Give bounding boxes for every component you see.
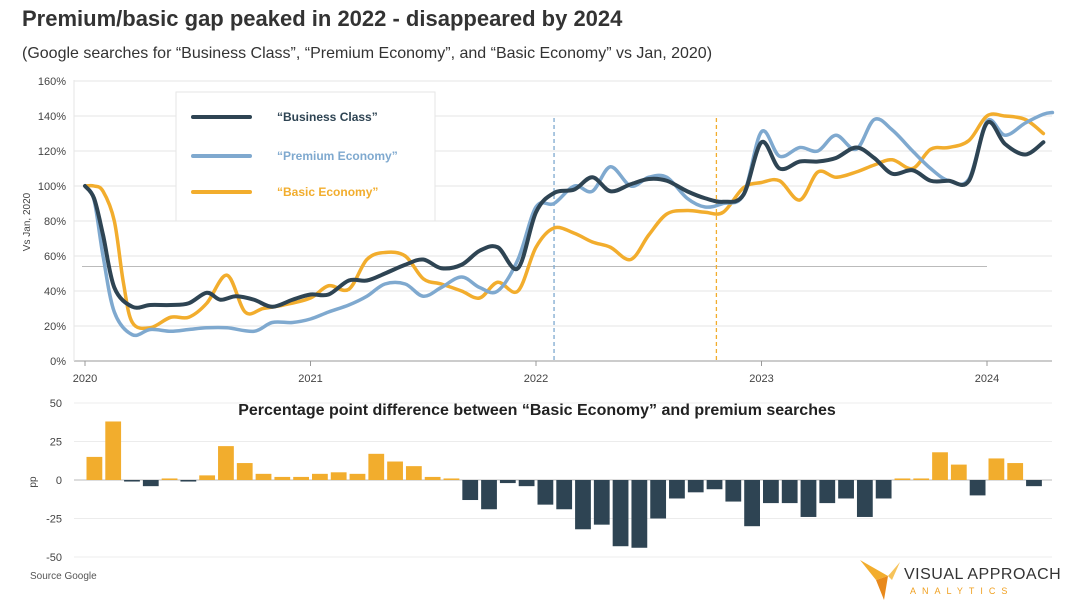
x-tick-label: 2023	[749, 373, 773, 385]
difference-bar	[462, 480, 479, 501]
legend-label-basic-economy: “Basic Economy”	[277, 185, 378, 199]
difference-bar	[218, 446, 234, 480]
y-axis-label: Vs Jan, 2020	[22, 192, 33, 251]
difference-bar	[424, 476, 441, 480]
difference-bar	[781, 480, 798, 504]
chart-subtitle: (Google searches for “Business Class”, “…	[22, 45, 713, 62]
difference-bar	[255, 473, 272, 480]
bar-y-tick-label: 50	[50, 398, 62, 410]
difference-bar	[969, 480, 986, 496]
difference-bar	[161, 478, 178, 480]
difference-bar	[481, 480, 497, 510]
difference-bar	[518, 480, 535, 487]
bar-chart-title: Percentage point difference between “Bas…	[238, 402, 836, 419]
x-tick-label: 2020	[73, 373, 97, 385]
difference-bar	[274, 476, 291, 480]
difference-bar	[819, 480, 836, 504]
bar-y-tick-label: -25	[46, 514, 62, 526]
difference-bar	[1007, 463, 1024, 480]
difference-bar	[236, 463, 253, 480]
logo-tagline: ANALYTICS	[910, 586, 1014, 596]
difference-bar	[368, 453, 385, 480]
difference-bar	[838, 480, 854, 499]
difference-bar	[387, 461, 403, 480]
difference-bar	[725, 480, 742, 502]
difference-bar	[988, 458, 1005, 480]
difference-bar	[631, 480, 648, 548]
y-tick-label: 0%	[50, 356, 66, 368]
difference-bar	[950, 464, 967, 480]
y-tick-label: 40%	[44, 286, 66, 298]
difference-bar	[1026, 480, 1042, 487]
company-logo: VISUAL APPROACH ANALYTICS	[858, 556, 1068, 602]
legend-label-business-class: “Business Class”	[277, 110, 378, 124]
difference-bar	[199, 475, 216, 480]
difference-bar	[706, 480, 723, 490]
difference-bar	[932, 452, 948, 480]
y-tick-label: 60%	[44, 251, 66, 263]
y-tick-label: 120%	[38, 146, 66, 158]
logo-arrow-icon	[860, 560, 900, 600]
series-line-business-class	[83, 119, 1046, 310]
logo-name: VISUAL APPROACH	[904, 566, 1062, 583]
difference-bar	[180, 480, 197, 482]
bar-y-tick-label: -50	[46, 552, 62, 564]
series-line-premium-economy	[83, 110, 1055, 338]
series-line-basic-economy	[83, 112, 1046, 331]
difference-bar	[499, 480, 516, 484]
x-tick-label: 2024	[975, 373, 999, 385]
difference-bar	[894, 478, 911, 480]
difference-bar	[687, 480, 704, 493]
difference-bar	[669, 480, 685, 499]
chart-title: Premium/basic gap peaked in 2022 - disap…	[22, 6, 623, 31]
bar-y-tick-label: 25	[50, 437, 62, 449]
y-tick-label: 80%	[44, 216, 66, 228]
difference-bar	[405, 466, 422, 480]
difference-bar	[913, 478, 930, 480]
difference-bar	[443, 478, 460, 480]
bar-y-tick-label: 0	[56, 475, 62, 487]
bar-y-axis-label: pp	[28, 476, 39, 488]
difference-bar	[575, 480, 591, 530]
x-tick-label: 2022	[524, 373, 548, 385]
difference-bar	[312, 473, 328, 480]
difference-bar	[105, 421, 122, 480]
difference-bar	[875, 480, 892, 499]
difference-bar	[650, 480, 667, 519]
legend: “Business Class” “Premium Economy” “Basic …	[175, 91, 436, 222]
line-chart-series	[83, 110, 1055, 338]
difference-bar	[744, 480, 760, 527]
y-tick-label: 20%	[44, 321, 66, 333]
difference-bar	[556, 480, 573, 510]
line-chart-axes: 0% 20% 40% 60% 80% 100% 120% 140% 160% 2020 2021 20…	[22, 76, 999, 385]
difference-bar	[537, 480, 554, 505]
source-note: Source Google	[30, 571, 97, 582]
difference-bar	[124, 480, 140, 482]
difference-bar	[349, 473, 366, 480]
difference-bar	[800, 480, 817, 517]
difference-bar	[330, 472, 347, 480]
y-tick-label: 160%	[38, 76, 66, 88]
difference-bar	[763, 480, 779, 504]
legend-label-premium-economy: “Premium Economy”	[277, 149, 398, 163]
difference-bar	[142, 480, 159, 487]
bar-chart-bars	[86, 421, 1042, 548]
x-tick-label: 2021	[298, 373, 322, 385]
y-tick-label: 140%	[38, 111, 66, 123]
difference-bar	[86, 456, 103, 480]
difference-bar	[612, 480, 629, 547]
difference-bar	[293, 476, 309, 480]
difference-bar	[856, 480, 873, 517]
difference-bar	[593, 480, 610, 525]
y-tick-label: 100%	[38, 181, 66, 193]
